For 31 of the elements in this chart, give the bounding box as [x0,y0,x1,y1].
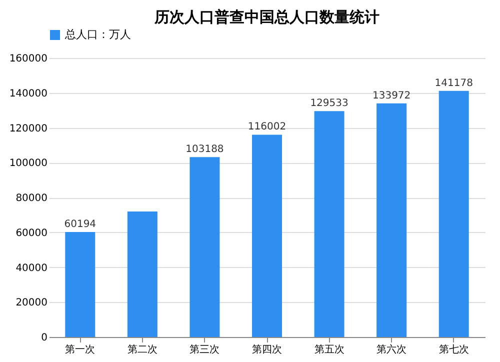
y-tick-label: 120000 [9,123,48,134]
bar [190,157,220,337]
x-tick-label: 第六次 [376,344,407,356]
y-tick-label: 60000 [16,228,48,239]
bar [376,103,407,337]
data-label: 141178 [434,78,473,89]
y-tick-label: 0 [41,332,48,344]
y-tick-label: 140000 [9,88,48,100]
bar [314,111,344,337]
y-tick-label: 80000 [16,193,48,204]
legend-label: 总人口：万人 [64,28,131,41]
data-label: 103188 [186,144,224,156]
y-tick-label: 160000 [9,54,48,64]
x-tick-label: 第五次 [314,344,344,356]
bar [252,134,282,337]
x-tick-label: 第三次 [190,344,220,356]
x-tick-label: 第七次 [438,344,469,356]
y-tick-label: 100000 [9,158,48,170]
x-tick-label: 第四次 [252,344,282,356]
x-tick-label: 第一次 [65,344,96,356]
bar [438,90,469,337]
bar [65,232,96,337]
y-tick-label: 40000 [16,262,48,274]
y-tick-label: 20000 [16,298,48,309]
data-label: 60194 [64,219,96,230]
chart-title: 历次人口普查中国总人口数量统计 [154,8,380,26]
bar [127,211,158,337]
data-label: 129533 [310,98,348,110]
data-label: 133972 [372,90,411,102]
data-label: 116002 [248,122,286,133]
x-tick-label: 第二次 [127,344,158,356]
